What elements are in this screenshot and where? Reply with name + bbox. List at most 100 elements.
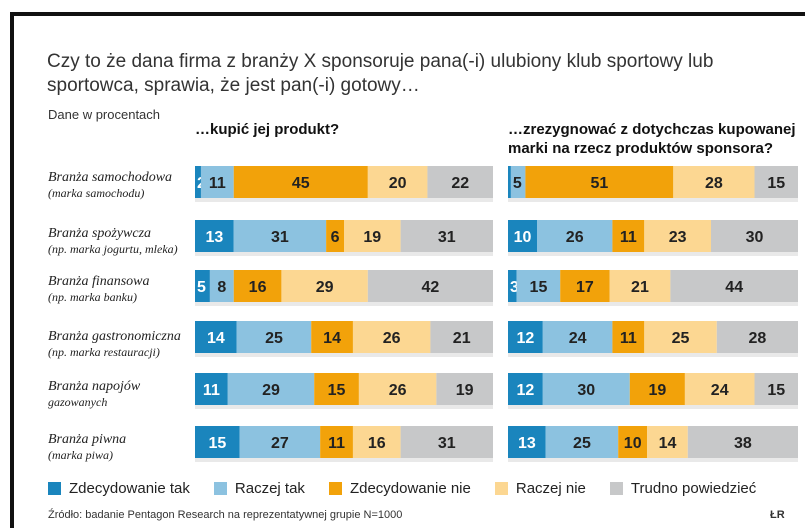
- legend-label: Raczej nie: [515, 480, 586, 497]
- bar-segment: [195, 321, 237, 353]
- data-label: 38: [734, 435, 752, 452]
- bar-segment: [711, 220, 798, 252]
- bar-segment: [367, 166, 428, 198]
- row-label-finance: Branża finansowa (np. marka banku): [48, 274, 150, 305]
- bar-segment: [754, 166, 798, 198]
- data-label: 12: [517, 330, 535, 347]
- data-label: 29: [262, 382, 280, 399]
- data-label: 51: [590, 175, 608, 192]
- bar-segment: [236, 321, 312, 353]
- bar-segment: [670, 270, 798, 302]
- unit-note: Dane w procentach: [48, 107, 161, 122]
- data-label: 22: [451, 175, 469, 192]
- row-separator: [508, 252, 798, 256]
- legend-item: Raczej nie: [494, 480, 586, 497]
- bar-segment: [609, 270, 671, 302]
- row-label-beer: Branża piwna (marka piwa): [48, 432, 126, 463]
- bar-segment: [687, 426, 798, 458]
- legend-swatch: [328, 482, 342, 495]
- bar-segment: [195, 166, 201, 198]
- bar-segment: [427, 166, 493, 198]
- row-label-automotive: Branża samochodowa (marka samochodu): [48, 170, 172, 201]
- data-label: 13: [518, 435, 536, 452]
- data-label: 8: [217, 279, 226, 296]
- data-label: 15: [767, 175, 785, 192]
- data-label: 19: [648, 382, 666, 399]
- chart-title: Czy to że dana firma z branży X sponsoru…: [47, 51, 714, 96]
- data-label: 16: [249, 279, 267, 296]
- bar-segment: [673, 166, 755, 198]
- bar-segment: [436, 373, 493, 405]
- data-label: 25: [573, 435, 591, 452]
- bar-segment: [510, 166, 526, 198]
- row-separator: [508, 353, 798, 357]
- data-label: 28: [705, 175, 723, 192]
- bar-segment: [612, 220, 645, 252]
- bar-segment: [644, 220, 711, 252]
- bar-segment: [233, 220, 327, 252]
- legend-label: Zdecydowanie tak: [69, 480, 190, 497]
- legend-item: Trudno powiedzieć: [609, 480, 757, 497]
- bar-segment: [560, 270, 610, 302]
- bar-segment: [320, 426, 353, 458]
- legend-swatch: [213, 482, 227, 495]
- bar-segment: [516, 270, 561, 302]
- row-label-line1: Branża spożywcza: [48, 226, 152, 241]
- bar-segment: [684, 373, 755, 405]
- legend-item: Zdecydowanie nie: [328, 480, 471, 497]
- bar-segment: [508, 373, 543, 405]
- row-separator: [508, 405, 798, 409]
- data-label: 14: [659, 435, 677, 452]
- bar-segment: [233, 166, 368, 198]
- panel-title-switch: …zrezygnować z dotychczas kupowanej mark…: [508, 121, 796, 157]
- data-label: 44: [725, 279, 743, 296]
- source-note: Źródło: badanie Pentagon Research na rep…: [48, 509, 403, 521]
- data-label: 24: [569, 330, 587, 347]
- bar-segment: [233, 270, 282, 302]
- data-label: 6: [331, 229, 340, 246]
- bar-segment: [326, 220, 344, 252]
- bar-segment: [716, 321, 798, 353]
- bar-segment: [400, 220, 493, 252]
- data-label: 25: [672, 330, 690, 347]
- data-label: 11: [620, 330, 637, 347]
- data-label: 45: [292, 175, 310, 192]
- row-label-line1: Branża finansowa: [48, 274, 150, 289]
- data-label: 10: [624, 435, 642, 452]
- data-label: 12: [517, 382, 535, 399]
- row-label-gastronomy: Branża gastronomiczna (np. marka restaur…: [48, 329, 181, 360]
- row-separator: [508, 198, 798, 202]
- row-separator: [508, 302, 798, 306]
- row-label-line1: Branża samochodowa: [48, 170, 173, 185]
- data-label: 27: [271, 435, 289, 452]
- row-separator: [195, 198, 493, 202]
- row-label-line2: (np. marka restauracji): [48, 345, 160, 359]
- data-label: 11: [328, 435, 345, 452]
- data-label: 30: [746, 229, 764, 246]
- bar-segment: [195, 270, 210, 302]
- bar-segment: [195, 426, 240, 458]
- data-label: 14: [207, 330, 225, 347]
- bar-segment: [344, 220, 401, 252]
- legend-swatch: [48, 482, 61, 495]
- bar-segment: [629, 373, 685, 405]
- data-label: 31: [438, 229, 456, 246]
- legend-item: Raczej tak: [213, 480, 305, 497]
- row-label-soft-drinks: Branża napojów gazowanych: [48, 379, 140, 410]
- frame-top-bar: [10, 12, 805, 16]
- legend-swatch: [609, 482, 623, 495]
- bar-segment: [430, 321, 493, 353]
- data-label: 26: [566, 229, 584, 246]
- data-label: 3: [510, 279, 519, 296]
- bar-segment: [618, 426, 648, 458]
- data-label: 19: [363, 229, 381, 246]
- data-label: 11: [203, 382, 220, 399]
- row-label-line2: (marka piwa): [48, 448, 113, 462]
- data-label: 11: [620, 229, 637, 246]
- data-label: 15: [767, 382, 785, 399]
- row-label-line2: (np. marka jogurtu, mleka): [48, 242, 178, 256]
- legend-label: Trudno powiedzieć: [630, 480, 757, 497]
- bar-segment: [542, 373, 630, 405]
- data-label: 42: [422, 279, 440, 296]
- row-label-line2: (marka samochodu): [48, 186, 145, 200]
